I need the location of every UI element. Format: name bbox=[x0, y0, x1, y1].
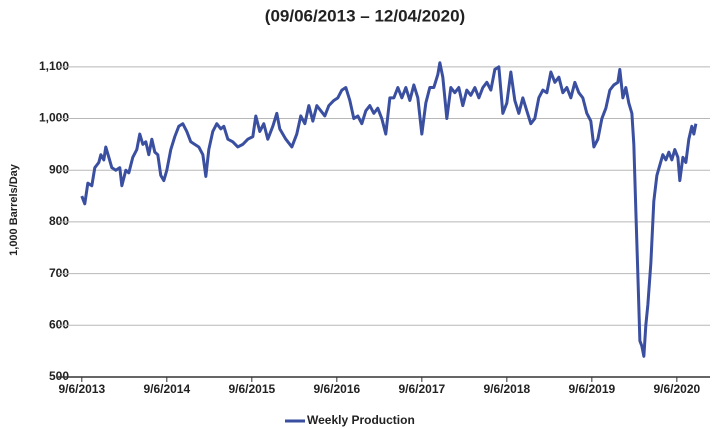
chart-subtitle: (09/06/2013 – 12/04/2020) bbox=[265, 6, 465, 25]
y-tick-label: 800 bbox=[49, 214, 69, 228]
x-tick-label: 9/6/2017 bbox=[398, 382, 445, 396]
x-tick-label: 9/6/2013 bbox=[58, 382, 105, 396]
y-tick-label: 700 bbox=[49, 266, 69, 280]
data-line bbox=[80, 61, 698, 358]
x-tick-label: 9/6/2014 bbox=[143, 382, 190, 396]
y-axis-label: 1,000 Barrels/Day bbox=[8, 163, 20, 256]
x-tick-label: 9/6/2019 bbox=[568, 382, 615, 396]
y-tick-label: 500 bbox=[49, 369, 69, 383]
x-tick-label: 9/6/2016 bbox=[313, 382, 360, 396]
x-tick-label: 9/6/2020 bbox=[653, 382, 700, 396]
x-tick-label: 9/6/2018 bbox=[483, 382, 530, 396]
y-tick-label: 600 bbox=[49, 317, 69, 331]
legend-label: Weekly Production bbox=[307, 413, 415, 427]
y-tick-label: 1,100 bbox=[39, 59, 69, 73]
y-tick-label: 900 bbox=[49, 162, 69, 176]
y-tick-label: 1,000 bbox=[39, 111, 69, 125]
x-tick-label: 9/6/2015 bbox=[228, 382, 275, 396]
